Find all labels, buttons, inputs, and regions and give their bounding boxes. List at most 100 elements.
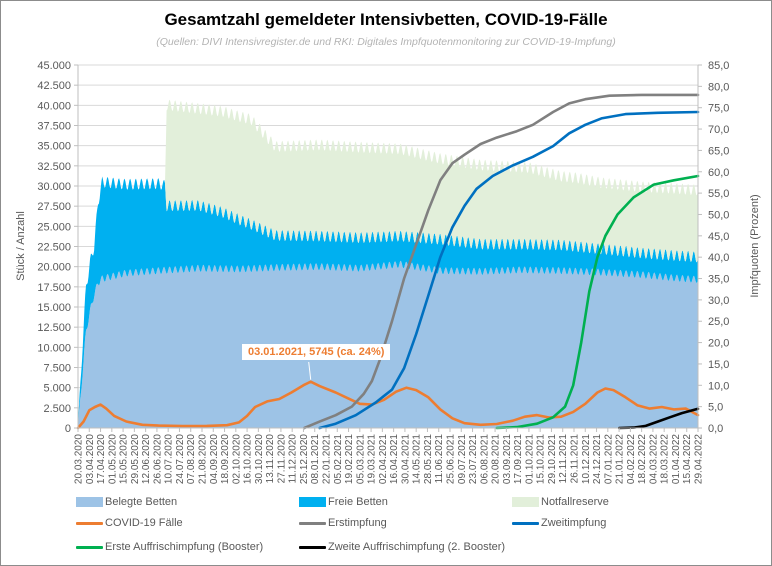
x-tick-label: 21.01.2022 [615,434,626,484]
x-tick-label: 04.02.2022 [626,434,637,484]
x-tick-label: 25.06.2021 [446,434,457,484]
legend-item-zweite-auffrischimpfung-2-booster: Zweite Auffrischimpfung (2. Booster) [299,541,505,553]
x-tick-label: 10.12.2021 [581,434,592,484]
legend-label: Erste Auffrischimpfung (Booster) [105,541,264,553]
y2-axis-ticks: 0,0 5,0 10,0 15,0 20,0 25,0 30,0 35,0 40,0 45,0 50… [698,60,729,435]
x-tick-label: 09.07.2021 [457,434,468,484]
x-tick-label: 24.07.2020 [175,434,186,484]
x-tick-label: 05.02.2021 [333,434,344,484]
y-tick-label: 17.500 [37,282,71,294]
legend-item-zweitimpfung: Zweitimpfung [512,517,606,529]
y2-tick-label: 75,0 [708,103,729,115]
line-erstimpfung [303,93,700,430]
x-axis-ticks: 20.03.2020 03.04.2020 17.04.2020 01.05.2020… [74,428,705,484]
x-tick-label: 11.12.2020 [288,434,299,484]
x-tick-label: 19.02.2021 [344,434,355,484]
x-tick-label: 18.09.2020 [220,434,231,484]
y2-tick-label: 10,0 [708,380,729,392]
legend-item-belegte-betten: Belegte Betten [76,496,177,508]
area-freie-betten [78,176,698,428]
x-tick-label: 29.10.2021 [547,434,558,484]
x-tick-label: 30.10.2020 [254,434,265,484]
y2-tick-label: 60,0 [708,167,729,179]
x-tick-label: 04.09.2020 [209,434,220,484]
x-tick-label: 26.06.2020 [152,434,163,484]
x-tick-label: 01.04.2022 [671,434,682,484]
y2-axis-label: Impfquoten (Prozent) [749,194,761,297]
x-tick-label: 21.08.2020 [198,434,209,484]
x-tick-label: 18.02.2022 [637,434,648,484]
y-tick-label: 40.000 [37,100,71,112]
x-tick-label: 05.03.2021 [355,434,366,484]
y-tick-label: 42.500 [37,80,71,92]
x-tick-label: 30.04.2021 [400,434,411,484]
y2-tick-label: 15,0 [708,359,729,371]
x-tick-label: 20.03.2020 [74,434,85,484]
legend-swatch [299,521,326,525]
line-covid-19-f-lle [76,380,700,430]
y-tick-label: 35.000 [37,141,71,153]
x-tick-label: 29.05.2020 [130,434,141,484]
y2-tick-label: 55,0 [708,188,729,200]
y-tick-label: 20.000 [37,262,71,274]
y2-tick-label: 20,0 [708,338,729,350]
x-tick-label: 04.03.2022 [648,434,659,484]
legend-swatch [76,545,103,549]
x-tick-label: 15.05.2020 [119,434,130,484]
legend-item-erstimpfung: Erstimpfung [299,517,387,529]
y2-tick-label: 0,0 [708,423,723,435]
area-notfallreserve [78,99,698,428]
legend-swatch [299,497,326,507]
x-tick-label: 07.08.2020 [186,434,197,484]
legend-label: Freie Betten [328,496,388,508]
x-tick-label: 25.12.2020 [299,434,310,484]
legend-item-freie-betten: Freie Betten [299,496,388,508]
y2-tick-label: 70,0 [708,124,729,136]
y-tick-label: 25.000 [37,221,71,233]
y2-tick-label: 85,0 [708,60,729,72]
y-tick-label: 32.500 [37,161,71,173]
x-tick-label: 24.12.2021 [592,434,603,484]
x-tick-label: 12.06.2020 [141,434,152,484]
y-tick-label: 37.500 [37,121,71,133]
x-tick-label: 18.03.2022 [660,434,671,484]
x-tick-label: 23.07.2021 [468,434,479,484]
legend-swatch [76,521,103,525]
y-tick-label: 30.000 [37,181,71,193]
x-tick-label: 08.01.2021 [310,434,321,484]
legend-label: Erstimpfung [328,517,387,529]
x-tick-label: 07.01.2022 [603,434,614,484]
y-axis-label: Stück / Anzahl [15,211,27,281]
legend-item-notfallreserve: Notfallreserve [512,496,609,508]
y2-tick-label: 40,0 [708,252,729,264]
y2-tick-label: 50,0 [708,209,729,221]
chart-title: Gesamtzahl gemeldeter Intensivbetten, CO… [164,10,608,29]
x-tick-label: 15.04.2022 [682,434,693,484]
y2-tick-label: 30,0 [708,295,729,307]
legend-label: COVID-19 Fälle [105,517,183,529]
legend-label: Zweitimpfung [541,517,607,529]
x-tick-label: 12.11.2021 [558,434,569,484]
x-tick-label: 11.06.2021 [434,434,445,484]
x-tick-label: 10.07.2020 [164,434,175,484]
x-tick-label: 03.04.2020 [85,434,96,484]
legend-swatch [512,521,539,525]
legend-swatch [512,497,539,507]
y-tick-label: 45.000 [37,60,71,72]
area-series [78,99,698,428]
x-tick-label: 03.09.2021 [502,434,513,484]
x-tick-label: 29.04.2022 [694,434,705,484]
y-tick-label: 10.000 [37,342,71,354]
line-series [76,93,700,430]
y-tick-label: 2.500 [43,403,71,415]
x-tick-label: 06.08.2021 [479,434,490,484]
legend-label: Belegte Betten [105,496,178,508]
y-tick-label: 22.500 [37,242,71,254]
x-tick-label: 17.04.2020 [96,434,107,484]
x-tick-label: 14.05.2021 [412,434,423,484]
x-tick-label: 17.09.2021 [513,434,524,484]
y-tick-label: 5.000 [43,383,71,395]
legend-item-covid-19-f-lle: COVID-19 Fälle [76,517,183,529]
y2-tick-label: 80,0 [708,81,729,93]
